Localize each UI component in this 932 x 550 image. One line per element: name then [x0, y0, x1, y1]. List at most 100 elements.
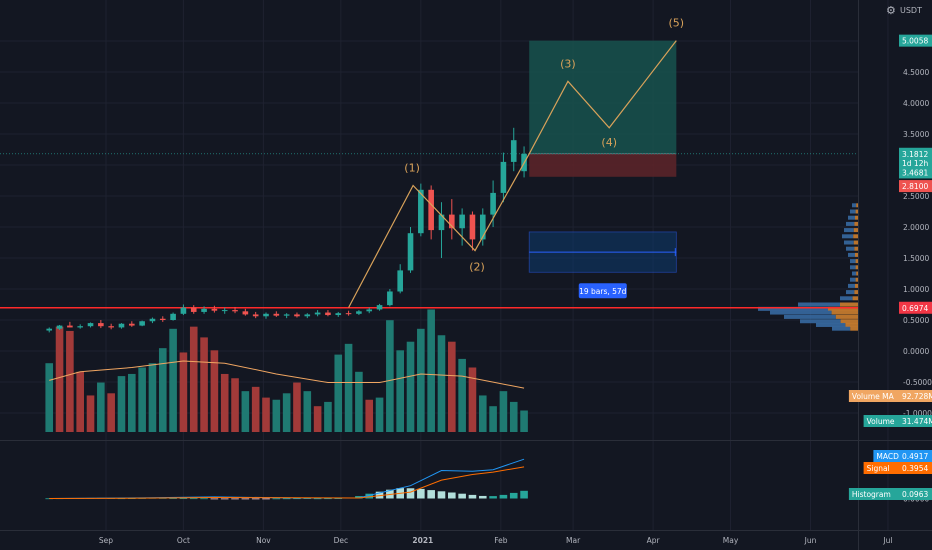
date-range-badge	[578, 283, 627, 299]
volume-bar	[520, 410, 528, 432]
price-tick-label: 1.5000	[903, 254, 929, 263]
candle-body	[510, 140, 517, 162]
volume-bar	[313, 406, 322, 432]
candle-body	[428, 189, 434, 231]
legend-name: Volume	[867, 417, 895, 426]
legend-value-box	[899, 450, 932, 462]
volume-ma-line	[49, 360, 525, 389]
volume-bar	[396, 350, 404, 432]
histogram-bar	[282, 498, 291, 500]
target-zone[interactable]	[529, 40, 677, 154]
candle-body	[335, 313, 342, 316]
price-tick-label: 0.0000	[903, 347, 929, 356]
histogram-bar	[251, 498, 260, 500]
time-tick-label: Nov	[256, 536, 271, 545]
histogram-bar	[324, 498, 332, 500]
histogram-bar	[334, 498, 343, 499]
volume-bar	[365, 399, 374, 432]
candle-body	[479, 214, 486, 240]
legend-name-box	[863, 462, 899, 474]
grid-lines	[0, 0, 889, 530]
histogram-bar	[293, 498, 301, 500]
volume-profile-row	[844, 228, 854, 233]
axis-header[interactable]: USDT ⚙	[886, 4, 922, 17]
price-badge-label: 1d 12h	[902, 159, 928, 168]
candle-body	[87, 323, 94, 327]
price-tick-label: 3.5000	[903, 130, 929, 139]
settings-icon[interactable]: ⚙	[886, 4, 896, 17]
volume-bar	[448, 341, 456, 432]
candle-body	[418, 189, 424, 234]
legend-value-box	[899, 488, 932, 500]
volume-bar	[324, 401, 332, 432]
legend-name: Volume MA	[852, 392, 895, 401]
volume-bar	[468, 367, 477, 432]
histogram-bar	[189, 498, 198, 500]
time-tick-label: Jul	[882, 536, 892, 545]
candle-body	[77, 326, 83, 328]
volume-profile-row	[848, 252, 855, 257]
volume-bar	[179, 352, 188, 432]
legend-name: MACD	[876, 452, 899, 461]
candle-body	[490, 192, 496, 215]
candle-body	[221, 310, 228, 312]
volume-profile-row	[845, 322, 858, 327]
candle-body	[232, 310, 238, 312]
time-tick-label: Jun	[804, 536, 817, 545]
candle-body	[211, 308, 218, 311]
date-range-label: 19 bars, 57d	[579, 287, 627, 296]
volume-profile-row	[852, 203, 857, 208]
legend-value: 0.3954	[902, 464, 928, 473]
candle-body	[459, 214, 465, 229]
histogram-bar	[468, 494, 477, 499]
histogram-bar	[272, 498, 281, 500]
volume-profile-row	[831, 310, 858, 315]
candle-body	[170, 313, 176, 320]
volume-profile-row	[832, 326, 851, 331]
candle-body	[283, 314, 290, 316]
volume-profile-row	[853, 228, 858, 233]
volume-bar	[355, 371, 363, 432]
volume-bar	[251, 386, 260, 432]
volume-bar	[282, 393, 291, 432]
price-axis[interactable]: 5.00004.50004.00003.50003.00002.50002.00…	[903, 37, 932, 504]
volume-profile-row	[846, 221, 855, 226]
volume-bar	[189, 326, 198, 432]
long-position-tool[interactable]	[529, 40, 677, 177]
time-tick-label: Sep	[99, 536, 113, 545]
candle-body	[438, 214, 445, 231]
volume-bar	[293, 382, 301, 432]
candle-body	[449, 214, 455, 229]
wave-label: (1)	[404, 161, 420, 174]
volume-bar	[66, 330, 74, 432]
time-tick-label: Oct	[177, 536, 190, 545]
candle-body	[129, 323, 135, 326]
volume-bar	[117, 376, 126, 432]
volume-profile-row	[846, 246, 855, 251]
candle-body	[366, 309, 373, 312]
price-badge	[899, 301, 932, 314]
price-badge	[899, 147, 932, 160]
volume-bar	[262, 397, 270, 432]
candle-body	[242, 311, 249, 315]
volume-profile-row	[848, 283, 855, 288]
price-badge-label: 3.1812	[902, 150, 928, 159]
volume-profile-row	[855, 252, 858, 257]
date-range-tool[interactable]: 19 bars, 57d	[528, 231, 677, 299]
elliott-wave-path[interactable]	[348, 40, 677, 308]
price-badge	[899, 166, 932, 179]
candle-body	[118, 323, 125, 328]
histogram-bar	[169, 498, 177, 499]
volume-bar	[334, 354, 343, 432]
histogram-bar	[231, 498, 239, 500]
histogram-bar	[210, 498, 219, 500]
volume-bar	[86, 395, 95, 432]
stop-zone[interactable]	[529, 153, 677, 177]
signal-line	[49, 466, 525, 499]
price-badge-label: 2.8100	[902, 182, 928, 191]
time-axis[interactable]: Sep Oct Nov Dec 2021 Feb Mar Apr May Jun Jul	[99, 536, 893, 545]
volume-bar	[148, 363, 157, 432]
